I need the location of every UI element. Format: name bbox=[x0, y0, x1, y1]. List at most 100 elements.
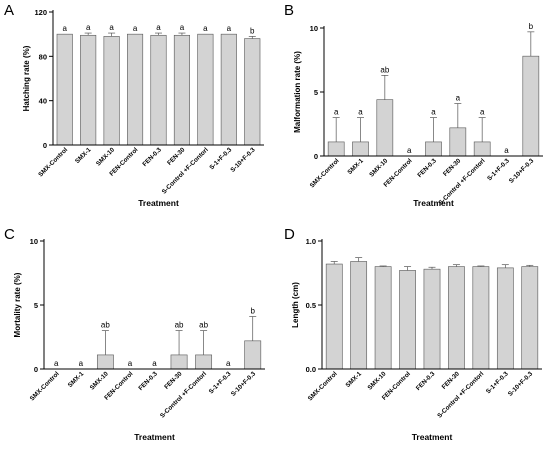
bar bbox=[399, 270, 416, 370]
x-tick-label: S-Control +F-Contorl bbox=[436, 370, 485, 419]
bar bbox=[103, 36, 120, 146]
bar bbox=[56, 33, 73, 146]
x-tick-label: SMX-Control bbox=[29, 370, 61, 402]
y-tick-label: 0.5 bbox=[306, 301, 316, 310]
x-tick-label: S-10+F-0.3 bbox=[230, 370, 258, 398]
significance-letter: a bbox=[504, 146, 509, 155]
chart-panel-c: CaSMX-ControlaSMX-1abSMX-10aFEN-Controla… bbox=[4, 226, 265, 442]
y-tick-label: 0.0 bbox=[306, 365, 316, 374]
x-tick-label: FEN-0.3 bbox=[416, 157, 438, 179]
x-tick-label: SMX-Control bbox=[37, 146, 69, 178]
x-axis-label: Treatment bbox=[413, 198, 454, 208]
bar bbox=[197, 33, 214, 146]
significance-letter: a bbox=[62, 24, 67, 33]
y-tick-label: 10 bbox=[30, 237, 38, 246]
bar bbox=[448, 266, 465, 370]
y-tick-label: 1.0 bbox=[306, 237, 316, 246]
bar bbox=[449, 127, 467, 157]
significance-letter: ab bbox=[380, 65, 389, 74]
x-tick-label: SMX-10 bbox=[366, 370, 387, 391]
x-tick-label: S-10+F-0.3 bbox=[508, 157, 536, 185]
significance-letter: a bbox=[203, 24, 208, 33]
significance-letter: b bbox=[250, 307, 255, 316]
bar bbox=[352, 141, 369, 157]
y-tick-label: 0 bbox=[34, 365, 38, 374]
bar bbox=[127, 33, 144, 146]
bar bbox=[374, 266, 392, 370]
y-tick-label: 0 bbox=[43, 141, 47, 150]
x-tick-label: FEN-0.3 bbox=[141, 146, 163, 168]
panel-letter: B bbox=[284, 2, 294, 19]
x-tick-label: SMX-Control bbox=[307, 370, 339, 402]
x-tick-label: SMX-1 bbox=[345, 370, 364, 389]
x-tick-label: S-10+F-0.3 bbox=[229, 146, 257, 174]
significance-letter: a bbox=[431, 108, 436, 117]
x-tick-label: SMX-10 bbox=[368, 157, 389, 178]
y-axis-label: Hatching rate (%) bbox=[22, 45, 31, 111]
bar bbox=[425, 141, 442, 157]
significance-letter: a bbox=[109, 23, 114, 32]
significance-letter: a bbox=[480, 108, 485, 117]
y-tick-label: 0 bbox=[314, 152, 318, 161]
bar bbox=[521, 266, 539, 370]
significance-letter: a bbox=[128, 359, 133, 368]
y-tick-label: 120 bbox=[34, 8, 47, 17]
bar bbox=[173, 34, 190, 146]
x-tick-label: SMX-10 bbox=[89, 370, 110, 391]
significance-letter: a bbox=[152, 359, 157, 368]
significance-letter: a bbox=[54, 359, 59, 368]
y-tick-label: 5 bbox=[314, 88, 318, 97]
significance-letter: b bbox=[529, 22, 534, 31]
x-tick-label: SMX-1 bbox=[67, 370, 86, 389]
bar bbox=[472, 266, 490, 370]
x-axis-label: Treatment bbox=[138, 198, 179, 208]
x-tick-label: SMX-1 bbox=[346, 157, 365, 176]
significance-letter: a bbox=[358, 108, 363, 117]
bar bbox=[522, 55, 540, 157]
significance-letter: ab bbox=[101, 321, 110, 330]
bar bbox=[423, 268, 441, 370]
bar bbox=[195, 354, 213, 370]
x-tick-label: S-10+F-0.3 bbox=[507, 370, 535, 398]
x-tick-label: S-Control +F-Contorl bbox=[161, 146, 210, 195]
bar bbox=[244, 38, 261, 146]
bar bbox=[80, 34, 97, 146]
x-axis-label: Treatment bbox=[412, 432, 453, 442]
bar bbox=[244, 340, 262, 370]
bar bbox=[220, 33, 237, 146]
significance-letter: a bbox=[86, 23, 91, 32]
x-tick-label: FEN-30 bbox=[442, 157, 463, 178]
significance-letter: b bbox=[250, 26, 255, 35]
bar bbox=[170, 354, 188, 370]
x-axis-label: Treatment bbox=[134, 432, 175, 442]
bar bbox=[350, 261, 368, 370]
x-tick-label: FEN-30 bbox=[163, 370, 184, 391]
y-tick-label: 10 bbox=[310, 24, 318, 33]
bar bbox=[376, 99, 394, 157]
significance-letter: a bbox=[156, 23, 161, 32]
x-tick-label: FEN-30 bbox=[441, 370, 462, 391]
chart-panel-a: AaSMX-ControlaSMX-1aSMX-10aFEN-ControlaF… bbox=[4, 2, 264, 208]
panel-letter: D bbox=[284, 226, 295, 243]
y-tick-label: 80 bbox=[39, 52, 47, 61]
significance-letter: a bbox=[79, 359, 84, 368]
panel-letter: C bbox=[4, 226, 15, 243]
x-tick-label: FEN-0.3 bbox=[415, 370, 437, 392]
bar bbox=[327, 141, 345, 157]
significance-letter: a bbox=[133, 24, 138, 33]
y-tick-label: 40 bbox=[39, 97, 47, 106]
x-tick-label: SMX-Control bbox=[309, 157, 341, 189]
chart-panel-b: BaSMX-ControlaSMX-1abSMX-10aFEN-Controla… bbox=[284, 2, 543, 208]
significance-letter: a bbox=[334, 108, 339, 117]
y-axis-label: Mortality rate (%) bbox=[13, 272, 22, 337]
bar bbox=[473, 141, 491, 157]
y-axis-label: Malformation rate (%) bbox=[293, 51, 302, 133]
significance-letter: a bbox=[407, 146, 412, 155]
significance-letter: ab bbox=[175, 321, 184, 330]
x-tick-label: S-Control +F-Contorl bbox=[159, 370, 208, 419]
significance-letter: ab bbox=[199, 321, 208, 330]
x-tick-label: S-1+F-0.3 bbox=[486, 157, 511, 182]
